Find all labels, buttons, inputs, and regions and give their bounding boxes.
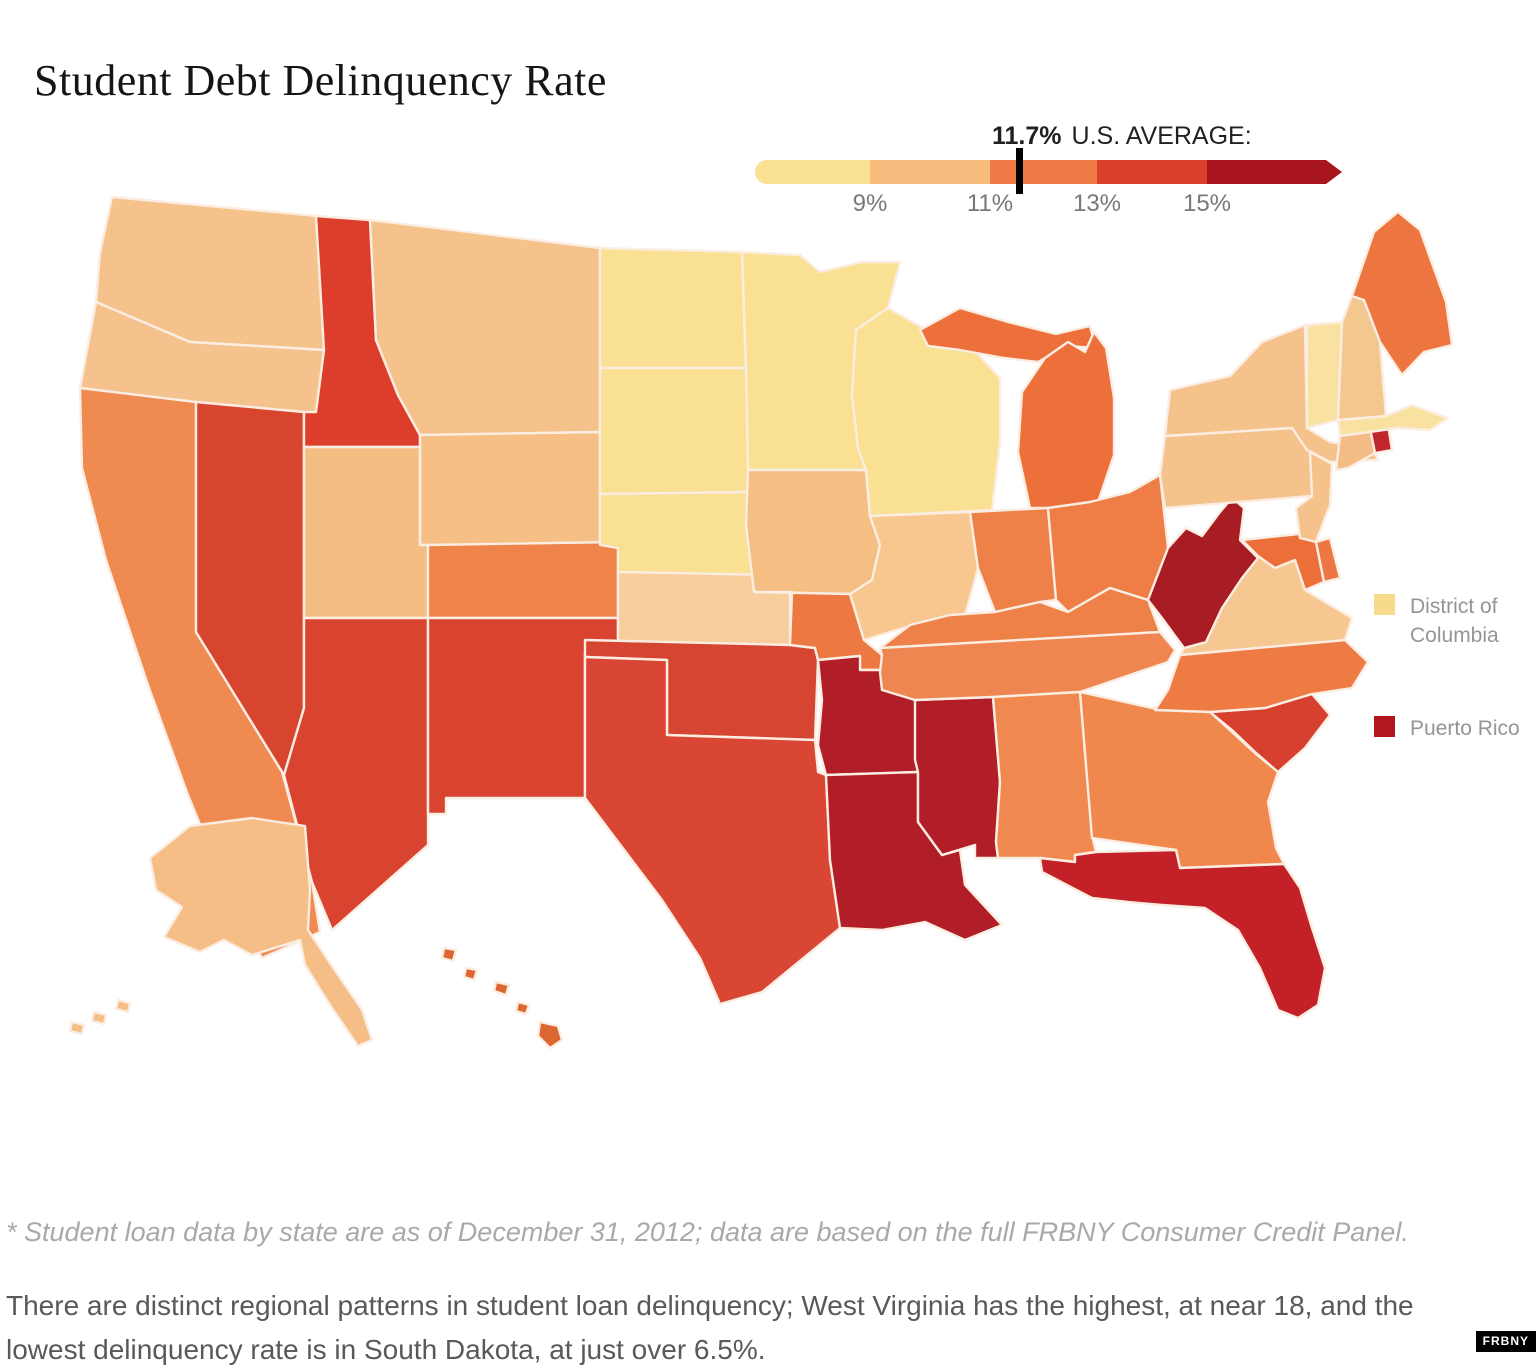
body-text: There are distinct regional patterns in … bbox=[6, 1290, 1414, 1365]
us-average-marker bbox=[1016, 148, 1023, 194]
scale-tick-13%: 13% bbox=[1072, 190, 1122, 217]
state-IN: Indiana bbox=[968, 506, 1058, 614]
state-KS: Kansas bbox=[616, 570, 792, 647]
us-average-value: 11.7% bbox=[992, 122, 1062, 150]
color-scale-bar bbox=[755, 160, 1342, 184]
attribution-badge: FRBNY bbox=[1475, 1331, 1536, 1352]
scale-tick-15%: 15% bbox=[1182, 190, 1232, 217]
state-AL: Alabama bbox=[991, 690, 1098, 864]
color-scale-legend: 11.7% U.S. AVERAGE: 9% 11% 13% 15% bbox=[752, 118, 1352, 218]
state-FL: Florida bbox=[1038, 848, 1327, 1020]
state-HI: Hawaii bbox=[462, 966, 479, 982]
scale-arrow-tip bbox=[1326, 160, 1342, 184]
scale-segment-4 bbox=[1097, 160, 1207, 184]
state-HI: Hawaii bbox=[440, 946, 458, 963]
state-HI: Hawaii bbox=[492, 980, 511, 997]
state-DE: Delaware bbox=[1314, 536, 1342, 584]
state-ND: North Dakota bbox=[598, 246, 748, 370]
state-NY: New York bbox=[1163, 323, 1380, 464]
state-VT: Vermont bbox=[1305, 320, 1344, 430]
state-MA: Massachusetts bbox=[1336, 403, 1450, 438]
state-ME: Maine bbox=[1350, 210, 1454, 377]
state-IA: Iowa bbox=[744, 468, 882, 596]
state-AK: Alaska bbox=[90, 1010, 108, 1026]
state-KY: Kentucky bbox=[878, 586, 1162, 650]
scale-segment-2 bbox=[870, 160, 990, 184]
state-WY: Wyoming bbox=[418, 430, 602, 547]
scale-segment-5 bbox=[1207, 160, 1326, 184]
state-NC: North Carolina bbox=[1153, 638, 1370, 714]
legend-swatch-dc bbox=[1374, 594, 1395, 615]
state-HI: Hawaii bbox=[514, 1000, 531, 1016]
state-SD: South Dakota bbox=[598, 366, 754, 496]
state-CO: Colorado bbox=[426, 540, 620, 620]
legend-label-pr: Puerto Rico bbox=[1410, 717, 1520, 740]
legend-swatch-pr bbox=[1374, 716, 1395, 737]
us-average-label: 11.7% U.S. AVERAGE: bbox=[992, 122, 1252, 150]
scale-segment-3 bbox=[990, 160, 1097, 184]
state-AK: Alaska bbox=[68, 1020, 86, 1036]
state-NJ: New Jersey bbox=[1294, 450, 1334, 544]
state-MI: Michigan bbox=[918, 306, 1098, 364]
state-AK: Alaska bbox=[114, 998, 132, 1014]
state-HI: Hawaii bbox=[536, 1020, 564, 1050]
state-MT: Montana bbox=[368, 218, 602, 437]
state-WV: West Virginia bbox=[1146, 496, 1260, 650]
state-PA: Pennsylvania bbox=[1158, 426, 1324, 510]
state-UT: Utah bbox=[302, 445, 430, 620]
scale-tick-9%: 9% bbox=[852, 190, 888, 217]
legend-label-dc: District of Columbia bbox=[1410, 595, 1499, 647]
state-MS: Mississippi bbox=[913, 695, 1002, 860]
scale-segment-1 bbox=[755, 160, 870, 184]
state-AK: Alaska bbox=[148, 816, 374, 1048]
footnote-text: * Student loan data by state are as of D… bbox=[6, 1217, 1409, 1247]
page-title: Student Debt Delinquency Rate bbox=[34, 56, 607, 106]
scale-tick-11%: 11% bbox=[966, 190, 1014, 217]
